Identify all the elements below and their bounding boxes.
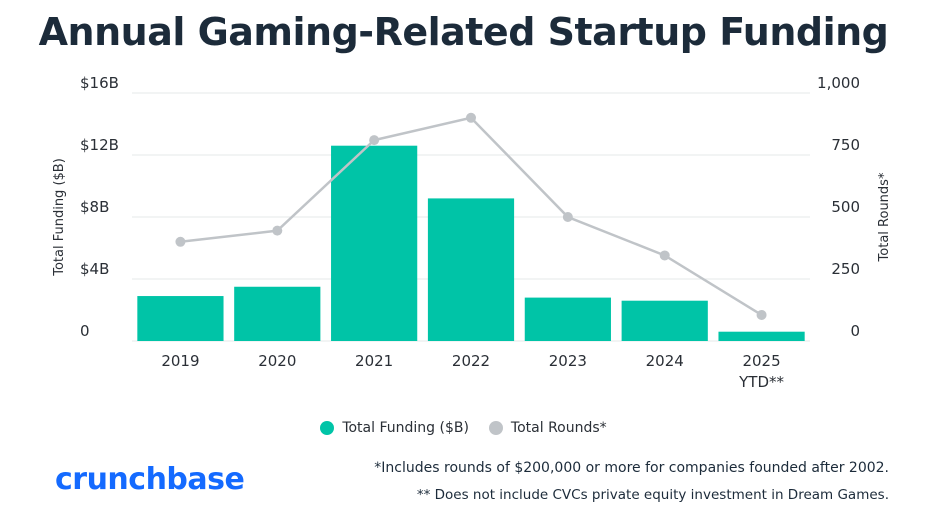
bar-funding (331, 145, 418, 341)
y2-tick-label: 500 (831, 198, 860, 216)
point-rounds (369, 135, 380, 146)
footnote-rounds: *Includes rounds of $200,000 or more for… (374, 460, 889, 476)
y-axis-title: Total Funding ($B) (52, 158, 67, 277)
chart-legend: Total Funding ($B) Total Rounds* (0, 420, 927, 436)
legend-label-rounds: Total Rounds* (510, 420, 607, 436)
y2-axis-title: Total Rounds* (877, 172, 892, 262)
point-rounds (466, 112, 476, 123)
legend-swatch-funding (320, 421, 335, 435)
legend-item-rounds[interactable]: Total Rounds* (488, 420, 607, 436)
y2-tick-label: 1,000 (817, 74, 860, 92)
chart-title: Annual Gaming-Related Startup Funding (38, 10, 889, 54)
point-rounds (272, 225, 283, 236)
y-tick-label: 0 (80, 322, 90, 340)
x-tick-label: 2023 (549, 352, 587, 370)
legend-label-funding: Total Funding ($B) (342, 420, 469, 436)
point-rounds (562, 212, 573, 222)
point-rounds (659, 250, 670, 261)
point-rounds (756, 309, 767, 320)
x-tick-label: YTD** (738, 373, 784, 391)
x-tick-label: 2020 (258, 352, 296, 370)
point-rounds (175, 236, 186, 247)
y-tick-label: $16B (80, 74, 119, 92)
bar-funding (524, 297, 611, 341)
x-tick-label: 2024 (646, 352, 684, 370)
y-tick-label: $12B (80, 136, 119, 154)
x-tick-label: 2019 (161, 352, 199, 370)
legend-item-funding[interactable]: Total Funding ($B) (320, 420, 469, 436)
y2-tick-label: 0 (850, 322, 860, 340)
bar-funding (621, 300, 708, 341)
x-tick-label: 2025 (742, 352, 780, 370)
bar-funding (137, 296, 224, 341)
y2-tick-label: 750 (831, 136, 860, 154)
bar-funding (234, 286, 321, 341)
legend-swatch-rounds (488, 421, 503, 435)
bar-funding (718, 331, 805, 341)
y-tick-label: $4B (80, 260, 109, 278)
x-tick-label: 2021 (355, 352, 393, 370)
x-tick-label: 2022 (452, 352, 490, 370)
y-tick-label: $8B (80, 198, 109, 216)
footnote-cvc: ** Does not include CVCs private equity … (416, 487, 889, 503)
bar-funding (427, 198, 515, 341)
y2-tick-label: 250 (831, 260, 860, 278)
crunchbase-logo[interactable]: crunchbase (55, 462, 245, 497)
